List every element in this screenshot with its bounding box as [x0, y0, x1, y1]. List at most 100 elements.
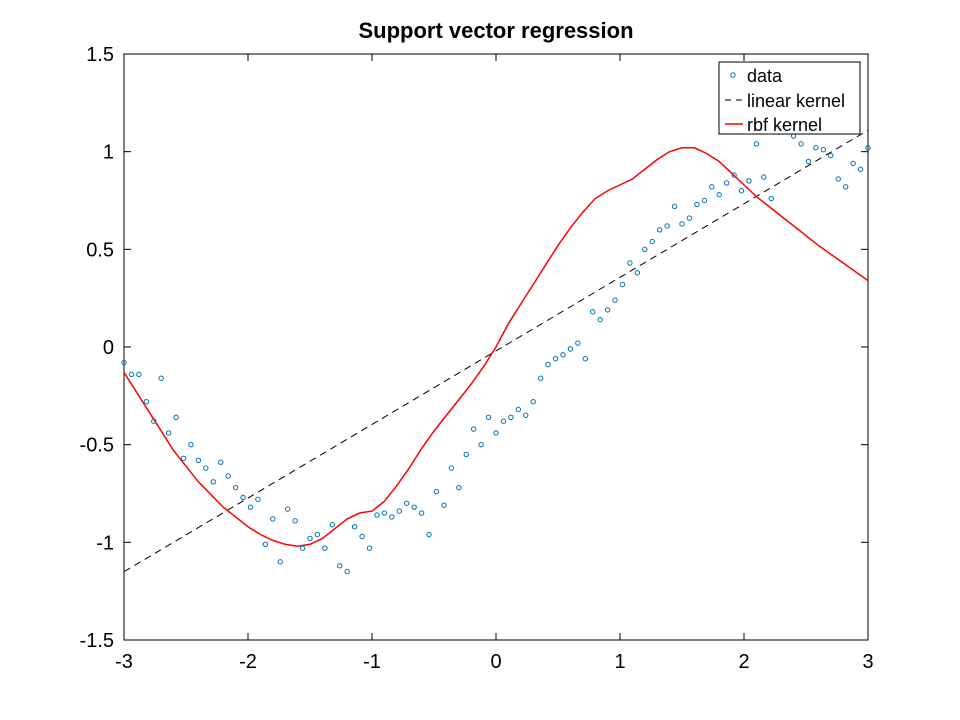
data-point: [396, 508, 402, 514]
data-point: [508, 414, 514, 421]
data-point: [404, 500, 410, 506]
data-point: [798, 141, 804, 147]
data-point: [567, 346, 574, 352]
data-point: [299, 545, 306, 551]
data-point: [173, 414, 179, 421]
data-point: [753, 141, 760, 147]
data-point: [500, 418, 507, 424]
data-point: [738, 188, 745, 194]
data-point: [530, 398, 536, 405]
data-point: [188, 441, 194, 448]
data-point: [813, 145, 819, 151]
data-point: [270, 516, 276, 522]
data-point: [850, 160, 856, 167]
legend: data linear kernel rbf kernel: [718, 61, 861, 135]
data-point: [470, 426, 477, 432]
data-point: [225, 473, 231, 479]
data-point: [828, 152, 834, 159]
data-point: [307, 535, 313, 542]
data-point: [433, 488, 440, 495]
data-point: [255, 496, 261, 503]
data-point: [337, 563, 343, 569]
linear-kernel-line: [123, 129, 869, 573]
data-point: [165, 430, 172, 436]
data-point: [597, 316, 603, 323]
data-point: [545, 361, 551, 368]
data-point: [180, 455, 187, 462]
y-tick-label: -1.5: [80, 630, 114, 652]
data-point: [158, 375, 164, 381]
data-point: [448, 465, 455, 471]
data-point: [463, 451, 469, 458]
data-point: [195, 457, 202, 463]
data-point: [411, 504, 417, 510]
series-lines: [123, 129, 869, 573]
data-point: [389, 514, 395, 520]
legend-label-data: data: [747, 66, 783, 86]
data-point: [366, 545, 373, 551]
data-point: [203, 465, 209, 471]
data-point: [441, 502, 447, 508]
data-point: [642, 246, 648, 253]
legend-marker-data: [730, 72, 736, 78]
data-point: [128, 371, 135, 378]
data-point: [723, 180, 730, 186]
data-point: [761, 174, 767, 180]
data-point: [619, 281, 626, 288]
data-point: [575, 340, 581, 346]
data-point: [552, 356, 559, 362]
y-tick-label: -0.5: [80, 435, 114, 457]
data-point: [537, 375, 544, 381]
axis-ticks: -3 -2 -1 0 1 2 3 1.5 1 0.5 0 -0.5 -1 -1.5: [80, 44, 874, 673]
x-tick-label: -2: [239, 651, 257, 673]
data-point: [381, 510, 388, 516]
data-point: [351, 524, 358, 530]
data-point: [746, 178, 752, 184]
data-point: [694, 201, 700, 208]
data-point: [857, 166, 864, 172]
data-point: [262, 541, 269, 547]
data-point: [582, 356, 588, 362]
data-point: [210, 479, 216, 485]
data-point: [679, 221, 685, 227]
x-tick-label: 1: [614, 651, 625, 673]
legend-label-linear: linear kernel: [747, 91, 845, 111]
data-point: [284, 506, 291, 512]
data-point: [418, 510, 425, 516]
data-point: [426, 531, 432, 538]
data-point: [359, 533, 365, 540]
y-tick-label: -1: [96, 532, 114, 554]
data-point: [664, 223, 670, 229]
data-point: [560, 352, 566, 358]
chart-title: Support vector regression: [358, 18, 633, 43]
data-point: [151, 418, 157, 424]
data-point: [240, 494, 246, 501]
data-point: [136, 371, 142, 378]
x-tick-label: -3: [115, 651, 133, 673]
x-tick-label: 0: [490, 651, 501, 673]
data-point: [671, 203, 678, 210]
data-point: [314, 531, 321, 538]
data-point: [701, 197, 708, 204]
y-tick-label: 0.5: [86, 239, 114, 261]
data-point: [329, 522, 336, 528]
data-point: [515, 406, 522, 413]
data-point: [218, 459, 224, 465]
data-point: [322, 545, 328, 551]
data-point: [344, 568, 350, 575]
data-point: [865, 145, 871, 151]
data-point: [731, 172, 737, 178]
data-point: [649, 238, 655, 245]
y-tick-label: 1: [103, 142, 114, 164]
data-point: [805, 158, 812, 165]
data-point: [374, 512, 380, 518]
y-tick-label: 0: [103, 337, 114, 359]
data-point: [709, 184, 715, 190]
data-point: [820, 147, 827, 153]
data-point: [627, 260, 633, 266]
data-point: [232, 484, 239, 491]
data-point: [277, 559, 283, 565]
data-point: [604, 307, 611, 313]
y-tick-label: 1.5: [86, 44, 114, 66]
